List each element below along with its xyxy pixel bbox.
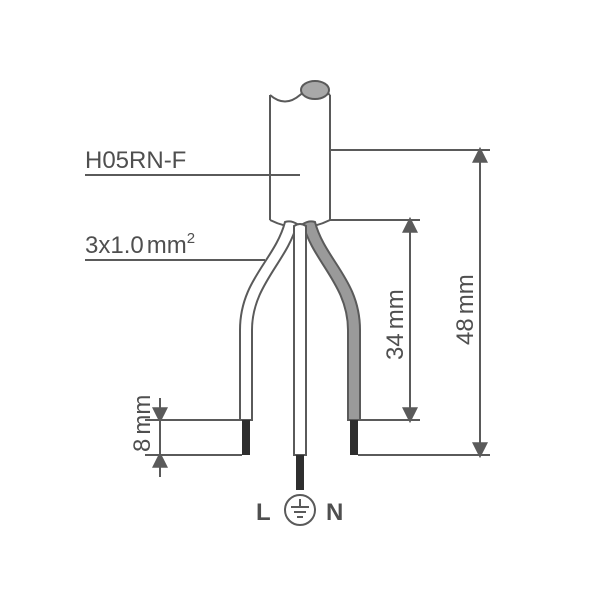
label-cable-type: H05RN-F [85,147,186,174]
tip-N [350,420,358,455]
label-L: L [256,499,271,526]
wire-E [294,224,306,455]
label-34mm: 34mm [382,289,409,360]
earth-icon [285,495,315,525]
label-8mm: 8mm [129,395,156,452]
label-N: N [326,499,343,526]
cable-diagram: H05RN-F 3x1.0mm2 8mm 34mm 48mm L N [85,81,490,526]
dim-8mm [145,398,242,477]
tip-E [296,455,304,490]
wire-N [303,221,360,420]
cable-sheath [270,95,330,220]
tip-L [242,420,250,455]
label-cross-section: 3x1.0mm2 [85,230,195,259]
label-48mm: 48mm [452,274,479,345]
wire-L [240,221,297,420]
cable-cut-ellipse [301,81,329,99]
